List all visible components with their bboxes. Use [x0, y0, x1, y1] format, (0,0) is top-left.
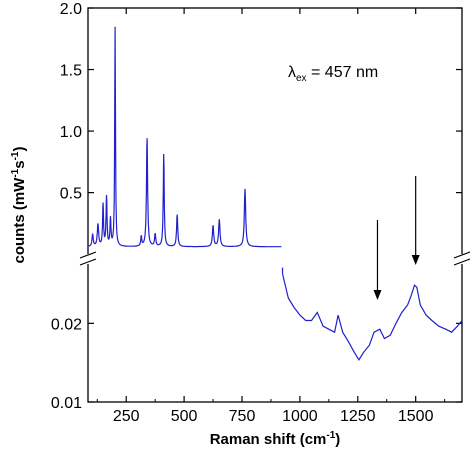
axis-break-gap — [81, 254, 95, 264]
annotation-arrow-head — [411, 255, 420, 265]
axis-break-mark — [79, 258, 97, 266]
series-lower-line — [281, 273, 463, 361]
annotation-arrow-head — [373, 290, 382, 300]
y-tick-label-upper: 1.0 — [60, 124, 82, 141]
y-tick-label-lower: 0.02 — [51, 316, 82, 333]
plot-frame — [87, 7, 463, 403]
x-tick-label: 1500 — [398, 408, 434, 425]
x-tick-label: 1250 — [340, 408, 376, 425]
axis-break-mark — [453, 258, 471, 266]
axis-break-mark — [79, 251, 97, 259]
x-tick-label: 750 — [229, 408, 256, 425]
x-tick-label: 250 — [113, 408, 140, 425]
x-tick-label: 500 — [171, 408, 198, 425]
y-tick-label-upper: 0.5 — [60, 186, 82, 203]
y-tick-label-upper: 2.0 — [60, 1, 82, 18]
series-upper-line — [88, 26, 282, 248]
x-axis-title: Raman shift (cm-1) — [210, 430, 341, 448]
y-axis-title: counts (mW-1s-1) — [10, 147, 28, 264]
axis-break-gap — [455, 254, 469, 264]
axis-break-mark — [453, 251, 471, 259]
y-tick-label-upper: 1.5 — [60, 63, 82, 80]
excitation-wavelength-label: λex = 457 nm — [288, 64, 378, 84]
x-tick-label: 1000 — [282, 408, 318, 425]
y-tick-label-lower: 0.01 — [51, 395, 82, 412]
